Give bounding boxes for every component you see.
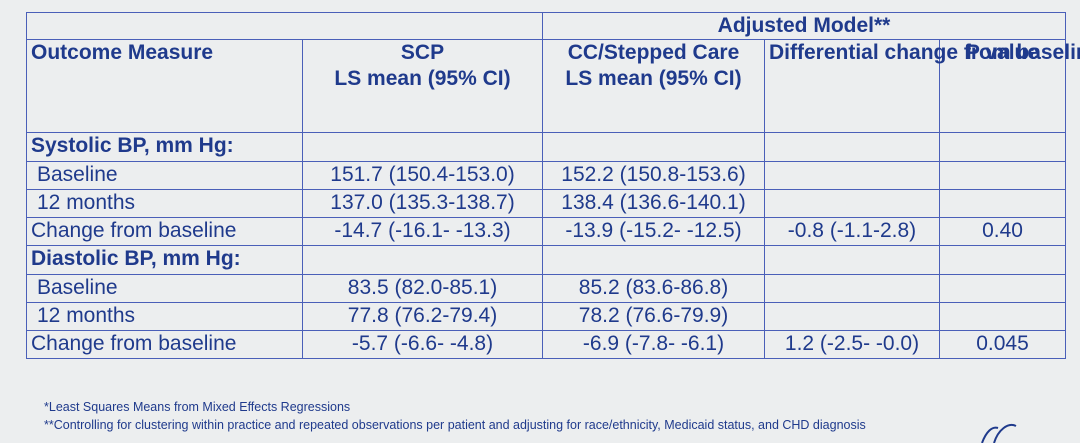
cc-header-line1: CC/Stepped Care bbox=[567, 41, 740, 64]
cc-value: 138.4 (136.6-140.1) bbox=[542, 189, 765, 218]
row-label: Baseline bbox=[26, 161, 303, 190]
scp-header-line1: SCP bbox=[400, 41, 445, 64]
scp-value: 151.7 (150.4-153.0) bbox=[302, 161, 543, 190]
table-row: 12 months 137.0 (135.3-138.7) 138.4 (136… bbox=[26, 189, 1066, 218]
cc-value: 85.2 (83.6-86.8) bbox=[542, 274, 765, 303]
p-value: 0.045 bbox=[939, 330, 1066, 359]
table-row: Change from baseline -5.7 (-6.6- -4.8) -… bbox=[26, 330, 1066, 359]
empty-cell bbox=[302, 245, 543, 275]
diff-value bbox=[764, 161, 940, 190]
scp-header-line2: LS mean (95% CI) bbox=[334, 67, 511, 90]
empty-cell bbox=[764, 132, 940, 162]
diff-value bbox=[764, 302, 940, 331]
p-value-header: P value bbox=[939, 39, 1066, 133]
scp-value: -14.7 (-16.1- -13.3) bbox=[302, 217, 543, 246]
diff-value bbox=[764, 189, 940, 218]
scp-header: SCP LS mean (95% CI) bbox=[302, 39, 543, 133]
p-value: 0.40 bbox=[939, 217, 1066, 246]
p-value bbox=[939, 189, 1066, 218]
diff-value bbox=[764, 274, 940, 303]
cc-value: 78.2 (76.6-79.9) bbox=[542, 302, 765, 331]
table-row: Baseline 83.5 (82.0-85.1) 85.2 (83.6-86.… bbox=[26, 274, 1066, 303]
p-value bbox=[939, 302, 1066, 331]
table-row: 12 months 77.8 (76.2-79.4) 78.2 (76.6-79… bbox=[26, 302, 1066, 331]
empty-cell bbox=[302, 132, 543, 162]
scp-value: 77.8 (76.2-79.4) bbox=[302, 302, 543, 331]
cc-value: -6.9 (-7.8- -6.1) bbox=[542, 330, 765, 359]
empty-cell bbox=[542, 132, 765, 162]
section-title: Diastolic BP, mm Hg: bbox=[26, 245, 303, 275]
section-row-diastolic: Diastolic BP, mm Hg: bbox=[26, 245, 1066, 275]
empty-cell bbox=[939, 245, 1066, 275]
row-label: 12 months bbox=[26, 189, 303, 218]
section-title: Systolic BP, mm Hg: bbox=[26, 132, 303, 162]
empty-cell bbox=[764, 245, 940, 275]
cc-value: 152.2 (150.8-153.6) bbox=[542, 161, 765, 190]
scp-value: 137.0 (135.3-138.7) bbox=[302, 189, 543, 218]
table-row: Change from baseline -14.7 (-16.1- -13.3… bbox=[26, 217, 1066, 246]
diff-value: -0.8 (-1.1-2.8) bbox=[764, 217, 940, 246]
cc-header-line2: LS mean (95% CI) bbox=[565, 67, 742, 90]
cc-header: CC/Stepped Care LS mean (95% CI) bbox=[542, 39, 765, 133]
outcome-measure-header: Outcome Measure bbox=[26, 39, 303, 133]
empty-cell bbox=[939, 132, 1066, 162]
diff-value: 1.2 (-2.5- -0.0) bbox=[764, 330, 940, 359]
row-label: 12 months bbox=[26, 302, 303, 331]
column-header-row: Outcome Measure SCP LS mean (95% CI) CC/… bbox=[26, 39, 1080, 133]
footnote: **Controlling for clustering within prac… bbox=[44, 418, 866, 432]
table-row: Baseline 151.7 (150.4-153.0) 152.2 (150.… bbox=[26, 161, 1066, 190]
section-row-systolic: Systolic BP, mm Hg: bbox=[26, 132, 1066, 162]
p-value bbox=[939, 161, 1066, 190]
empty-cell bbox=[542, 245, 765, 275]
scp-value: -5.7 (-6.6- -4.8) bbox=[302, 330, 543, 359]
row-label: Change from baseline bbox=[26, 217, 303, 246]
row-label: Baseline bbox=[26, 274, 303, 303]
differential-change-header: Differential change from baseline bbox=[764, 39, 1080, 133]
logo-icon bbox=[981, 424, 1017, 443]
adjusted-model-header: Adjusted Model** bbox=[542, 12, 1066, 40]
row-label: Change from baseline bbox=[26, 330, 303, 359]
footnotes: *Least Squares Means from Mixed Effects … bbox=[44, 398, 866, 434]
p-value bbox=[939, 274, 1066, 303]
footnote: *Least Squares Means from Mixed Effects … bbox=[44, 400, 351, 414]
results-table: Adjusted Model** Outcome Measure SCP LS … bbox=[26, 12, 1080, 359]
empty-cell bbox=[26, 12, 543, 40]
scp-value: 83.5 (82.0-85.1) bbox=[302, 274, 543, 303]
group-header-row: Adjusted Model** bbox=[26, 12, 1066, 40]
cc-value: -13.9 (-15.2- -12.5) bbox=[542, 217, 765, 246]
